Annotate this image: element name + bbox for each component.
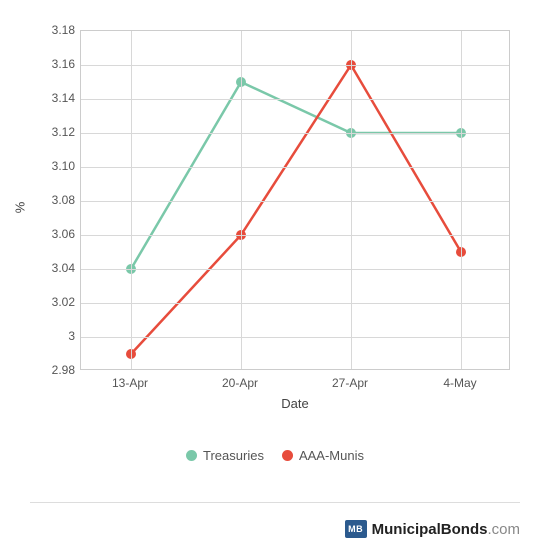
divider [30,502,520,503]
grid-line-h [81,201,509,202]
series-line [131,82,461,269]
brand-name-light: .com [487,521,520,538]
grid-line-h [81,167,509,168]
brand-name: MunicipalBonds.com [372,521,520,538]
y-tick-label: 3.16 [35,57,75,71]
y-tick-label: 2.98 [35,363,75,377]
brand-logo: MB [345,520,367,538]
x-tick-label: 13-Apr [112,376,148,390]
y-tick-label: 3.06 [35,227,75,241]
legend-item: Treasuries [186,448,264,463]
grid-line-v [461,31,462,369]
legend: Treasuries AAA-Munis [186,448,364,463]
y-tick-label: 3.12 [35,125,75,139]
grid-line-v [241,31,242,369]
y-tick-label: 3.08 [35,193,75,207]
y-tick-label: 3.04 [35,261,75,275]
grid-line-h [81,269,509,270]
brand-name-bold: MunicipalBonds [372,521,488,538]
legend-label: Treasuries [203,448,264,463]
x-tick-label: 20-Apr [222,376,258,390]
branding: MB MunicipalBonds.com [345,520,520,538]
grid-line-h [81,337,509,338]
y-tick-label: 3.14 [35,91,75,105]
chart-container: % Date 2.98 3 3.02 3.04 3.06 3.08 3.10 3.12 3.14… [0,0,550,420]
legend-dot-icon [282,450,293,461]
y-tick-label: 3.18 [35,23,75,37]
legend-item: AAA-Munis [282,448,364,463]
grid-line-h [81,133,509,134]
grid-line-v [351,31,352,369]
y-tick-label: 3 [35,329,75,343]
x-axis-label: Date [281,396,308,411]
y-axis-label: % [13,202,28,214]
y-tick-label: 3.02 [35,295,75,309]
grid-line-h [81,65,509,66]
x-tick-label: 4-May [443,376,476,390]
y-tick-label: 3.10 [35,159,75,173]
grid-line-h [81,99,509,100]
grid-line-h [81,235,509,236]
legend-label: AAA-Munis [299,448,364,463]
grid-line-v [131,31,132,369]
legend-dot-icon [186,450,197,461]
chart-svg [81,31,509,369]
grid-line-h [81,303,509,304]
x-tick-label: 27-Apr [332,376,368,390]
plot-area [80,30,510,370]
